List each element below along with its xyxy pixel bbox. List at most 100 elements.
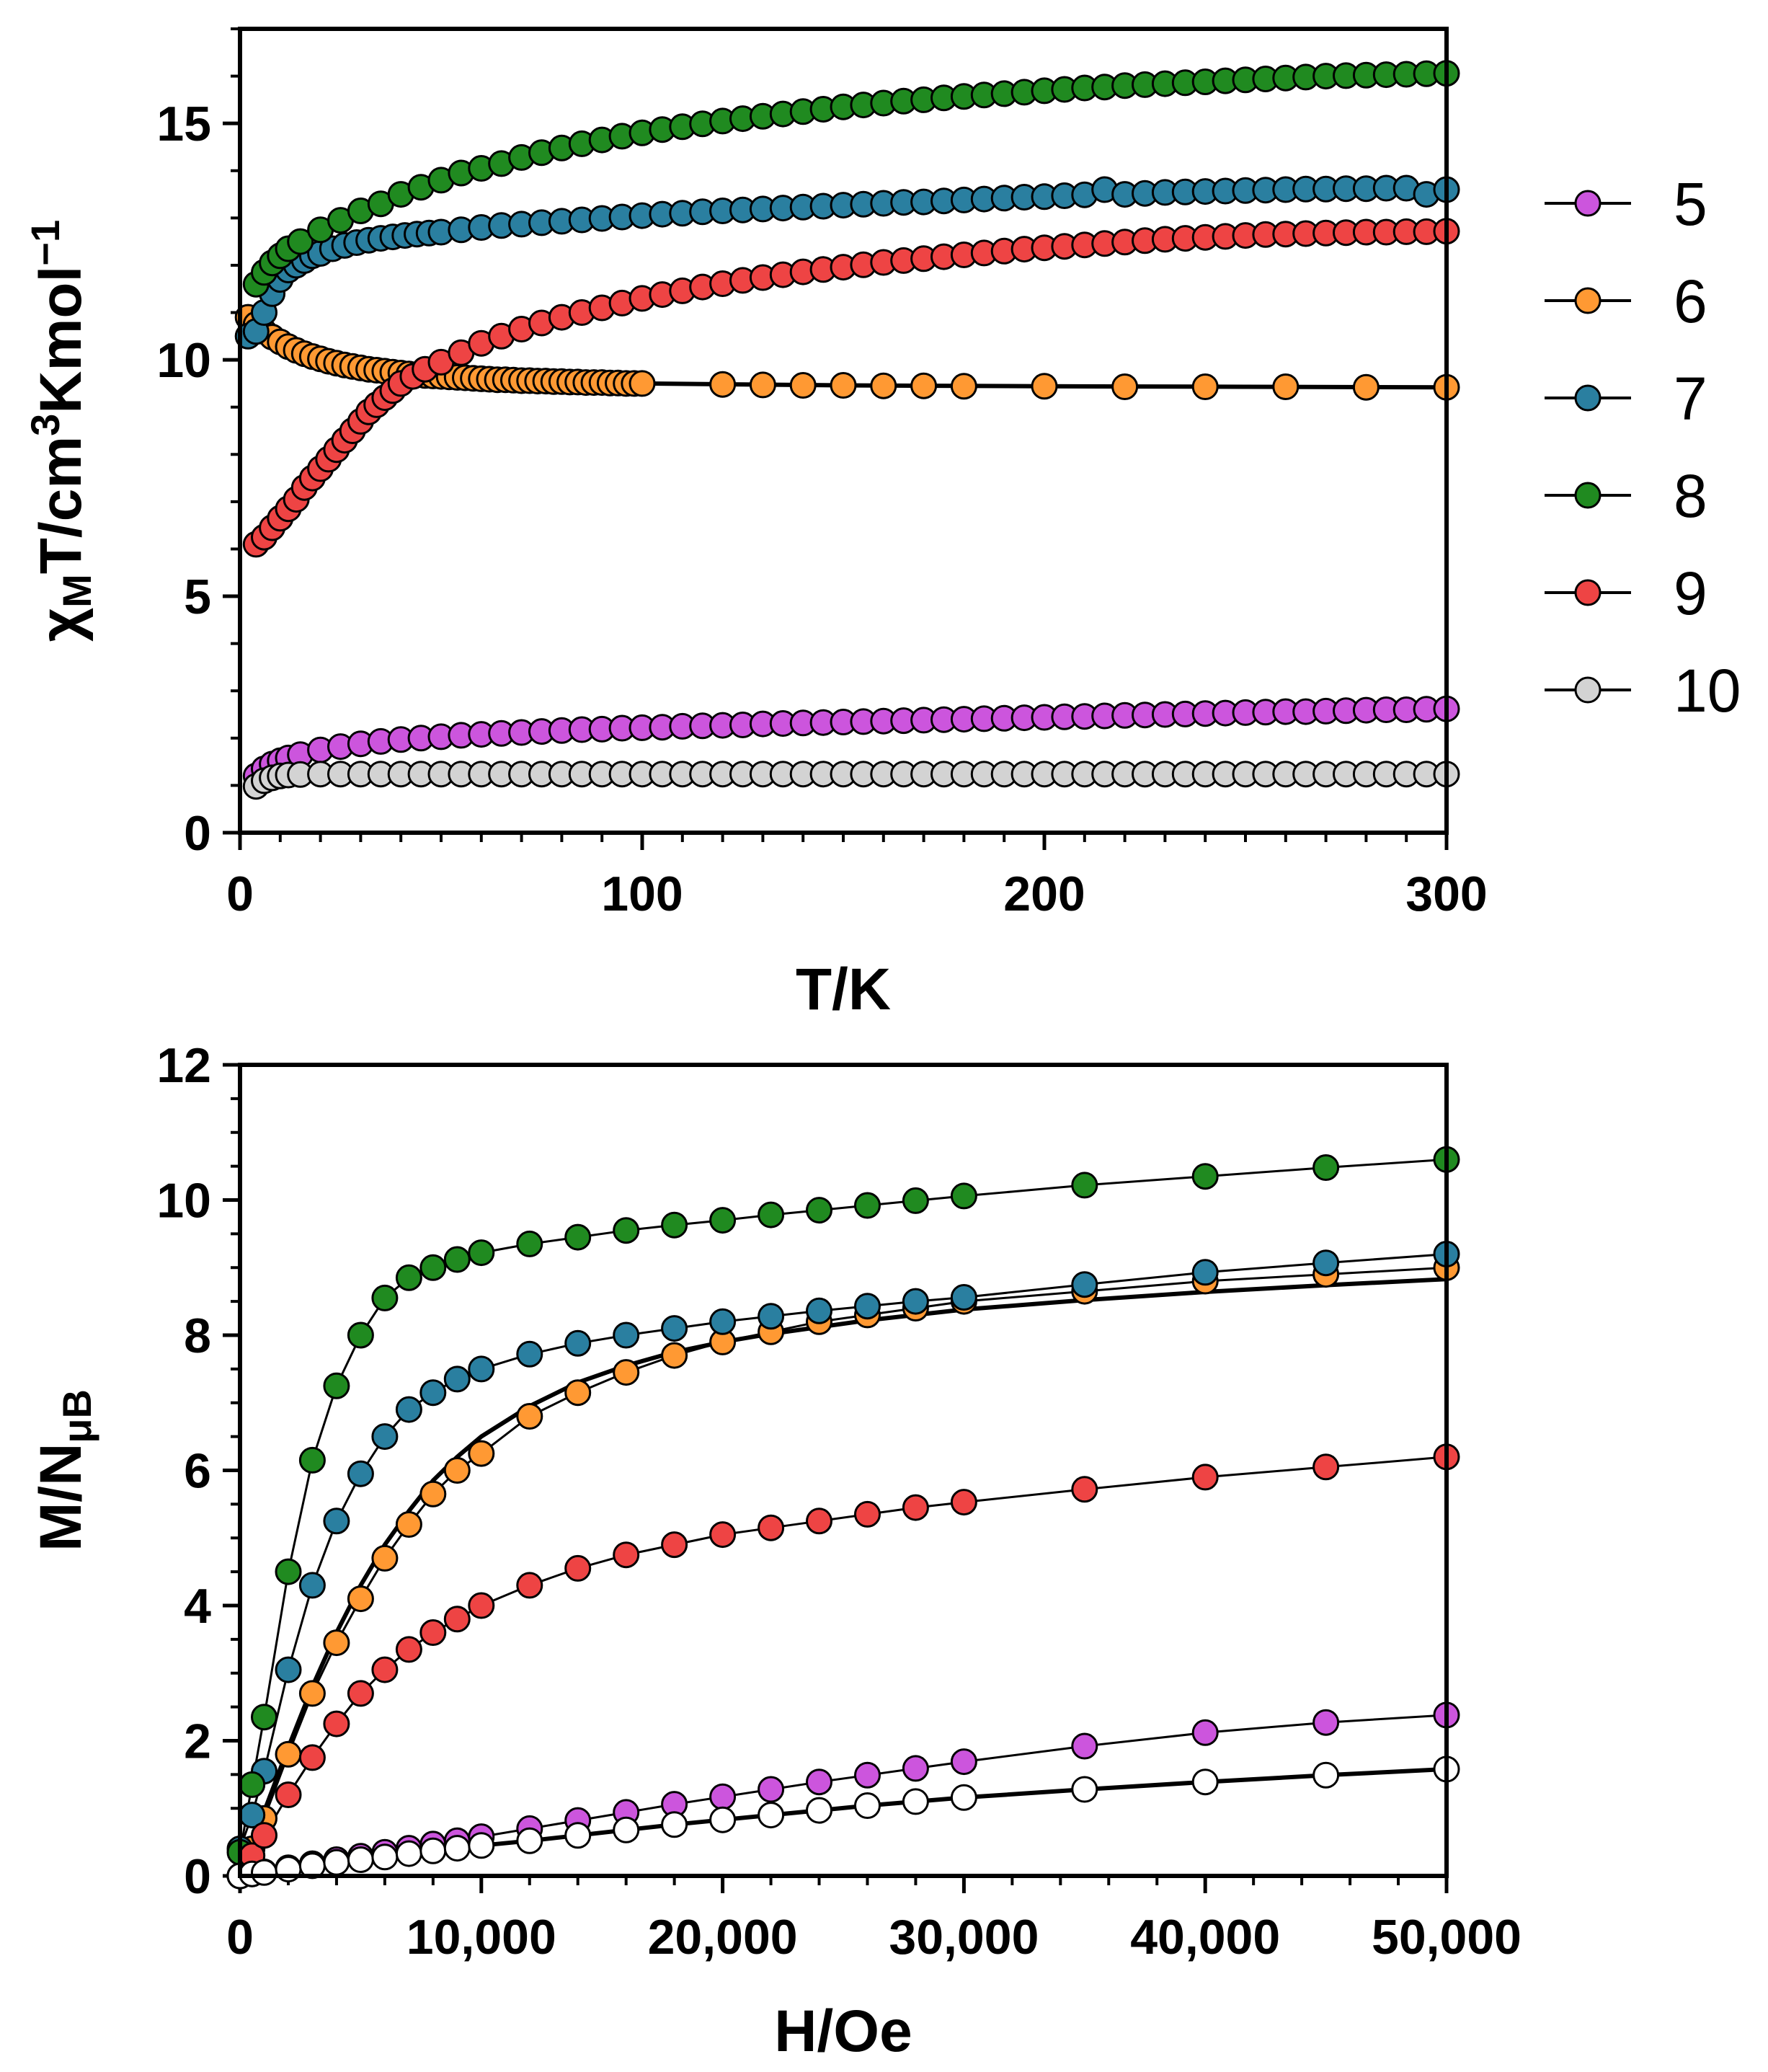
mag-point-series-8 — [347, 1321, 374, 1349]
mag-point-series-5 — [806, 1768, 832, 1796]
chart-magnetization-vs-field: 0 2 4 6 8 10 12 0 10,000 20,000 30,000 40,000 50,000… — [28, 1038, 1522, 2064]
chiT-x-tick-label-200: 200 — [1003, 867, 1085, 921]
chiT-point-series-6 — [749, 371, 776, 399]
legend-entry-7: 7 — [1545, 365, 1707, 433]
legend-marker-8 — [1574, 482, 1602, 509]
mag-point-series-10 — [516, 1827, 543, 1854]
chiT-point-series-6 — [910, 372, 938, 399]
mag-point-series-9 — [806, 1507, 832, 1535]
legend-marker-6 — [1574, 287, 1602, 314]
mag-point-series-8 — [395, 1264, 422, 1291]
mag-point-series-9 — [251, 1822, 277, 1849]
mag-point-series-5 — [1071, 1732, 1098, 1760]
mag-y-tick-label-2: 2 — [184, 1714, 211, 1769]
chart-mag-ticks — [223, 1063, 1449, 1893]
chart-chiT-tick-labels: 0 5 10 15 0 100 200 300 — [156, 97, 1487, 921]
chiT-point-series-6 — [870, 372, 897, 399]
chart-mag-plot-frame — [238, 1063, 1449, 1878]
mag-y-tick-label-0: 0 — [184, 1849, 211, 1904]
mag-y-tick-label-4: 4 — [184, 1579, 211, 1634]
mag-point-series-9 — [371, 1656, 399, 1683]
mag-point-series-9 — [395, 1636, 422, 1663]
mag-line-6 — [239, 1266, 1447, 1877]
mag-point-series-7 — [1191, 1259, 1219, 1286]
chart-chiT-plot-frame — [238, 27, 1449, 835]
mag-point-series-10 — [950, 1784, 977, 1811]
chiT-y-tick-label-0: 0 — [184, 806, 211, 861]
mag-point-series-7 — [950, 1284, 977, 1311]
mag-point-series-7 — [443, 1365, 471, 1393]
mag-point-series-6 — [323, 1629, 350, 1657]
mag-point-series-10 — [443, 1835, 471, 1862]
mag-point-series-9 — [661, 1531, 688, 1559]
mag-x-tick-label-0: 0 — [226, 1910, 254, 1965]
chiT-y-tick-label-10: 10 — [156, 333, 211, 388]
mag-point-series-10 — [661, 1811, 688, 1838]
legend: 5 6 7 8 9 10 — [1545, 170, 1741, 725]
chiT-point-series-6 — [830, 372, 857, 399]
chiT-point-series-6 — [789, 372, 817, 399]
mag-y-tick-label-12: 12 — [156, 1038, 211, 1093]
mag-point-series-6 — [516, 1403, 543, 1430]
mag-point-series-5 — [950, 1748, 977, 1776]
mag-x-tick-label-40,000: 40,000 — [1130, 1910, 1280, 1965]
chart-chiT-vs-T: 0 5 10 15 0 100 200 300 T/K χMT/cm3Kmol−1 5 6 7 8 9… — [22, 27, 1741, 1022]
chiT-x-tick-label-300: 300 — [1405, 867, 1487, 921]
chiT-point-series-6 — [1352, 373, 1380, 401]
mag-point-series-10 — [1312, 1761, 1340, 1789]
y-title-M-N: M/N — [28, 1443, 94, 1551]
chiT-point-series-6 — [628, 370, 656, 397]
mag-point-series-9 — [758, 1514, 785, 1541]
mag-point-series-7 — [564, 1329, 592, 1357]
mag-point-series-8 — [758, 1201, 785, 1228]
mag-point-series-10 — [1191, 1768, 1219, 1796]
chart-mag-x-axis-title: H/Oe — [774, 1998, 912, 2064]
chart-chiT-x-axis-title: T/K — [796, 957, 891, 1022]
mag-line-10 — [239, 1768, 1447, 1877]
mag-point-series-9 — [443, 1606, 471, 1633]
legend-label-8: 8 — [1674, 462, 1707, 530]
mag-point-series-9 — [298, 1744, 326, 1771]
mag-point-series-10 — [709, 1806, 737, 1833]
mag-x-tick-label-30,000: 30,000 — [889, 1910, 1039, 1965]
mag-point-series-8 — [1191, 1163, 1219, 1190]
mag-point-series-10 — [371, 1843, 399, 1871]
chiT-x-tick-label-100: 100 — [601, 867, 683, 921]
mag-point-series-7 — [1312, 1249, 1340, 1277]
mag-point-series-9 — [564, 1554, 592, 1582]
mag-y-tick-label-6: 6 — [184, 1444, 211, 1499]
mag-point-series-9 — [347, 1680, 374, 1707]
mag-point-series-10 — [854, 1792, 881, 1819]
mag-point-series-8 — [251, 1704, 277, 1731]
mag-point-series-5 — [758, 1776, 785, 1803]
mag-point-series-8 — [275, 1558, 302, 1585]
mag-point-series-10 — [468, 1832, 495, 1859]
mag-point-series-10 — [613, 1816, 640, 1843]
mag-point-series-7 — [902, 1288, 929, 1315]
mag-point-series-6 — [661, 1342, 688, 1369]
chiT-point-series-6 — [709, 371, 737, 398]
mag-point-series-8 — [661, 1211, 688, 1239]
mag-point-series-7 — [371, 1423, 399, 1451]
mag-point-series-6 — [613, 1359, 640, 1386]
mag-point-series-10 — [323, 1849, 350, 1876]
mag-fit-line-6 — [238, 1277, 1447, 1877]
legend-label-9: 9 — [1674, 559, 1707, 627]
mag-point-series-7 — [323, 1507, 350, 1535]
chart-chiT-y-axis-title: χMT/cm3Kmol−1 — [22, 220, 99, 642]
mag-fit-line-10 — [239, 1766, 1447, 1878]
mag-point-series-6 — [275, 1740, 302, 1768]
mag-point-series-7 — [1071, 1271, 1098, 1298]
legend-label-5: 5 — [1674, 170, 1707, 238]
mag-y-tick-label-10: 10 — [156, 1174, 211, 1228]
mag-point-series-6 — [419, 1480, 447, 1507]
mag-point-series-6 — [371, 1544, 399, 1572]
y-title-T-cm: T/cm — [28, 436, 94, 574]
chiT-y-tick-label-15: 15 — [156, 97, 211, 151]
legend-entry-10: 10 — [1545, 657, 1741, 725]
legend-label-10: 10 — [1674, 657, 1741, 725]
legend-marker-10 — [1574, 676, 1602, 704]
mag-point-series-5 — [1312, 1709, 1340, 1736]
mag-point-series-8 — [323, 1372, 350, 1399]
